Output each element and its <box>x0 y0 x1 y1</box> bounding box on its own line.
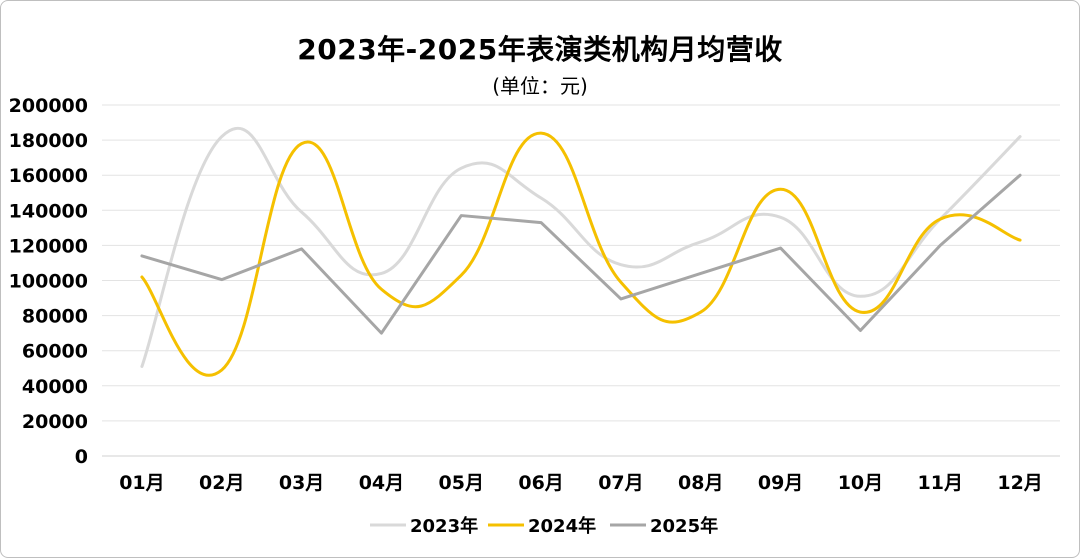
y-tick-label: 140000 <box>9 200 88 222</box>
x-tick-label: 11月 <box>918 472 963 494</box>
x-tick-label: 06月 <box>518 472 563 494</box>
y-tick-label: 100000 <box>9 271 88 293</box>
y-tick-label: 160000 <box>9 165 88 187</box>
legend-label: 2024年 <box>528 515 596 537</box>
y-tick-label: 20000 <box>22 411 88 433</box>
x-tick-label: 07月 <box>598 472 643 494</box>
y-tick-label: 120000 <box>9 235 88 257</box>
x-tick-label: 04月 <box>359 472 404 494</box>
y-tick-label: 0 <box>75 446 88 468</box>
x-tick-label: 05月 <box>439 472 484 494</box>
series-layer <box>140 126 1022 377</box>
series-line-1 <box>140 126 1022 368</box>
legend-label: 2023年 <box>410 515 478 537</box>
x-axis: 01月 02月 03月 04月 05月 06月 07月 08月 09月 10月 11月 12月 <box>102 455 1060 494</box>
chart-title: 2023年-2025年表演类机构月均营收 <box>297 33 783 66</box>
x-tick-label: 01月 <box>119 472 164 494</box>
legend: 2023年 2024年 2025年 <box>370 515 718 537</box>
x-tick-label: 03月 <box>279 472 324 494</box>
x-tick-label: 02月 <box>199 472 244 494</box>
series-line-3 <box>140 173 1022 335</box>
y-tick-label: 80000 <box>22 306 88 328</box>
x-tick-label: 12月 <box>997 472 1042 494</box>
legend-label: 2025年 <box>650 515 718 537</box>
y-tick-label: 40000 <box>22 376 88 398</box>
y-tick-label: 180000 <box>9 130 88 152</box>
x-tick-label: 09月 <box>758 472 803 494</box>
y-axis: 0 20000 40000 60000 80000 100000 120000 140000 1… <box>9 95 88 468</box>
series-line-2 <box>140 131 1022 377</box>
x-tick-label: 08月 <box>678 472 723 494</box>
y-tick-label: 60000 <box>22 341 88 363</box>
gridlines <box>102 104 1060 457</box>
x-tick-label: 10月 <box>838 472 883 494</box>
chart-subtitle: (单位：元) <box>492 74 588 98</box>
y-tick-label: 200000 <box>9 95 88 117</box>
